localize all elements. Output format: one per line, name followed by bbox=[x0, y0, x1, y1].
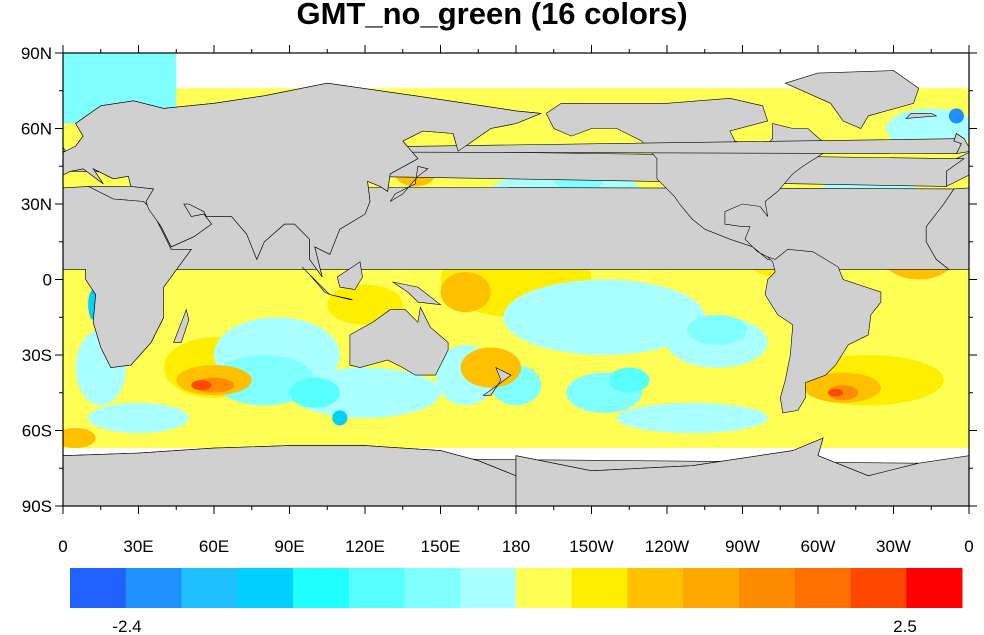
lon-label: 60W bbox=[801, 537, 836, 556]
landmass bbox=[905, 113, 938, 119]
landmass bbox=[0, 113, 30, 118]
landmass bbox=[545, 97, 832, 260]
landmass bbox=[63, 186, 192, 368]
landmass bbox=[63, 146, 66, 152]
colorbar-box bbox=[683, 568, 740, 608]
lon-label: 90W bbox=[725, 537, 760, 556]
colorbar-box bbox=[739, 568, 796, 608]
anomaly-region bbox=[460, 347, 522, 388]
anomaly-region bbox=[332, 410, 348, 426]
landmass bbox=[301, 266, 331, 295]
latitude-labels: 90N 60N 30N 0 30S 60S 90S bbox=[21, 44, 52, 516]
landmass bbox=[977, 83, 984, 277]
lat-label: 0 bbox=[43, 271, 52, 290]
landmass bbox=[63, 82, 542, 278]
landmass bbox=[482, 366, 512, 396]
lat-label: 60N bbox=[21, 120, 52, 139]
lon-label: 150W bbox=[569, 537, 613, 556]
anomaly-region bbox=[503, 279, 705, 355]
lon-label: 90E bbox=[274, 537, 304, 556]
anomaly-region bbox=[609, 367, 650, 393]
landmass bbox=[925, 187, 969, 270]
landmass bbox=[389, 165, 429, 202]
anomaly-region bbox=[616, 402, 768, 434]
landmass bbox=[784, 70, 920, 129]
colorbar-min-label: -2.4 bbox=[112, 617, 141, 635]
colorbar-max-label: 2.5 bbox=[893, 617, 917, 635]
colorbar-box bbox=[237, 568, 294, 608]
anomaly-region bbox=[948, 108, 964, 124]
lon-label: 150E bbox=[421, 537, 461, 556]
colorbar-box bbox=[906, 568, 963, 608]
colorbar-box bbox=[571, 568, 628, 608]
colorbar-box bbox=[460, 568, 517, 608]
landmass bbox=[0, 83, 58, 277]
colorbar-box bbox=[627, 568, 684, 608]
anomaly-region bbox=[440, 271, 491, 313]
landmass bbox=[392, 281, 442, 306]
anomaly-region bbox=[191, 380, 212, 391]
colorbar-box bbox=[348, 568, 405, 608]
axis-ticks bbox=[55, 45, 977, 514]
anomaly-region bbox=[828, 388, 844, 397]
colorbar-box bbox=[125, 568, 182, 608]
plot-title: GMT_no_green (16 colors) bbox=[296, 0, 688, 31]
colorbar-box bbox=[70, 568, 127, 608]
lon-label: 60E bbox=[199, 537, 229, 556]
lon-label: 30W bbox=[876, 537, 911, 556]
lon-label: 0 bbox=[964, 537, 973, 556]
lat-label: 90S bbox=[22, 497, 52, 516]
continents bbox=[0, 70, 984, 508]
lon-label: 0 bbox=[58, 537, 67, 556]
colorbar-box bbox=[794, 568, 851, 608]
landmass bbox=[349, 306, 449, 376]
anomaly-region bbox=[828, 385, 859, 401]
anomaly-region bbox=[687, 314, 748, 345]
colorbar-box bbox=[850, 568, 907, 608]
lat-label: 60S bbox=[22, 422, 52, 441]
landmass bbox=[329, 294, 353, 300]
landmass bbox=[173, 308, 190, 343]
lon-label: 30E bbox=[123, 537, 153, 556]
anomaly-region bbox=[63, 427, 96, 449]
colorbar-box bbox=[181, 568, 238, 608]
landmass bbox=[0, 438, 13, 508]
longitude-labels: 0 30E 60E 90E 120E 150E 180 150W 120W 90W 60W 30W 0 bbox=[58, 537, 973, 556]
anomaly-region bbox=[88, 402, 189, 434]
colorbar-box bbox=[404, 568, 461, 608]
landmass bbox=[0, 71, 13, 129]
lat-label: 90N bbox=[21, 44, 52, 63]
colorbar-box bbox=[516, 568, 573, 608]
lon-label: 120W bbox=[645, 537, 689, 556]
colorbar bbox=[70, 568, 963, 608]
landmass bbox=[968, 455, 969, 457]
landmass bbox=[764, 248, 882, 414]
lon-label: 120E bbox=[345, 537, 385, 556]
landmass bbox=[972, 134, 984, 154]
landmass bbox=[515, 437, 969, 506]
landmass bbox=[953, 133, 969, 155]
lon-label: 180 bbox=[502, 537, 530, 556]
anomaly-region bbox=[289, 377, 340, 408]
colorbar-box bbox=[293, 568, 350, 608]
landmass bbox=[946, 152, 969, 187]
lat-label: 30S bbox=[22, 346, 52, 365]
landmass bbox=[336, 261, 363, 290]
lat-label: 30N bbox=[21, 195, 52, 214]
